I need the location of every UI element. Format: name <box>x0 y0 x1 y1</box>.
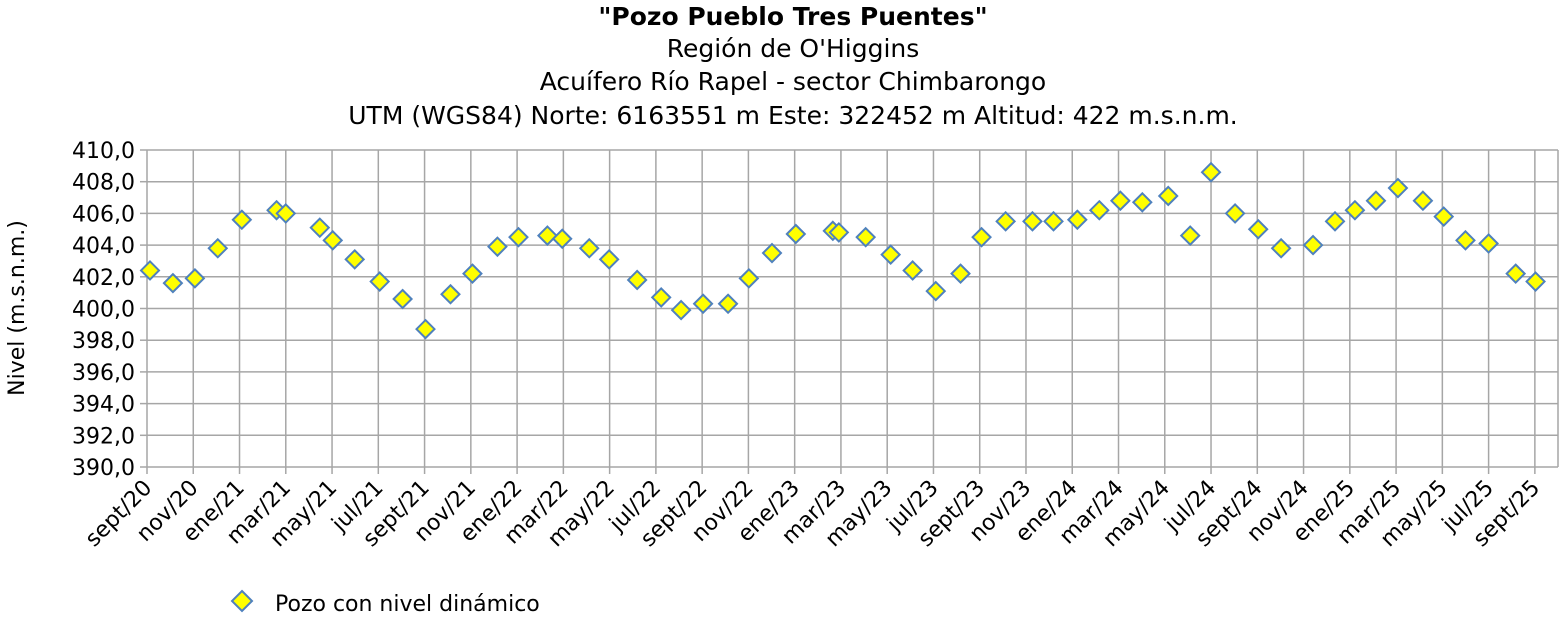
data-point <box>1088 199 1110 221</box>
y-tick-label: 404,0 <box>72 234 135 259</box>
data-point <box>1131 191 1153 213</box>
data-point <box>1344 199 1366 221</box>
data-point <box>392 288 414 310</box>
data-point <box>1302 234 1324 256</box>
data-point <box>344 248 366 270</box>
data-point <box>551 228 573 250</box>
data-point <box>275 202 297 224</box>
data-point <box>1387 177 1409 199</box>
data-point <box>670 299 692 321</box>
data-point <box>162 272 184 294</box>
data-point <box>1412 190 1434 212</box>
chart-subtitle: Acuífero Río Rapel - sector Chimbarongo <box>540 67 1046 96</box>
y-tick-label: 408,0 <box>72 171 135 196</box>
data-point <box>855 226 877 248</box>
data-point <box>508 226 529 248</box>
data-point <box>1270 237 1292 259</box>
data-point <box>902 260 924 281</box>
data-point <box>1247 218 1269 240</box>
data-point <box>950 263 971 285</box>
data-point <box>995 210 1017 232</box>
data-point <box>231 209 253 231</box>
data-point <box>1505 263 1527 285</box>
data-point <box>1224 202 1246 224</box>
chart-subtitle: UTM (WGS84) Norte: 6163551 m Este: 32245… <box>348 101 1238 130</box>
data-point <box>785 223 807 245</box>
data-point <box>971 226 992 248</box>
data-point <box>369 271 391 292</box>
data-point <box>717 293 739 315</box>
data-point <box>1179 225 1201 247</box>
y-tick-label: 410,0 <box>72 139 135 164</box>
y-tick-label: 390,0 <box>72 456 135 481</box>
data-point <box>440 283 461 305</box>
data-point <box>626 269 648 291</box>
data-point <box>322 229 344 251</box>
data-point <box>1200 161 1222 183</box>
y-tick-label: 400,0 <box>72 298 135 323</box>
data-point <box>925 280 947 302</box>
legend-marker <box>230 589 254 613</box>
data-point <box>1324 210 1346 232</box>
data-point <box>738 267 760 289</box>
y-tick-label: 402,0 <box>72 266 135 291</box>
data-point <box>578 237 600 259</box>
y-axis-label: Nivel (m.s.n.m.) <box>5 220 30 396</box>
data-point <box>650 286 672 308</box>
y-tick-label: 398,0 <box>72 329 135 354</box>
data-point <box>309 217 331 239</box>
data-point <box>880 244 902 266</box>
y-tick-label: 406,0 <box>72 202 135 227</box>
data-point <box>415 318 436 340</box>
data-point <box>692 293 714 315</box>
chart-title: "Pozo Pueblo Tres Puentes" <box>598 2 987 31</box>
y-tick-label: 394,0 <box>72 393 135 418</box>
chart-subtitle: Región de O'Higgins <box>667 34 920 63</box>
y-tick-label: 392,0 <box>72 424 135 449</box>
data-point <box>207 237 229 259</box>
data-point <box>1433 206 1455 227</box>
data-point <box>1022 210 1043 232</box>
data-point <box>828 222 850 243</box>
data-point <box>598 248 620 270</box>
data-point <box>1043 210 1064 232</box>
data-point <box>139 260 161 281</box>
data-point <box>1525 271 1546 292</box>
data-point <box>536 225 558 247</box>
data-point <box>462 263 483 285</box>
data-point <box>1157 185 1179 207</box>
y-tick-label: 396,0 <box>72 361 135 386</box>
legend-label: Pozo con nivel dinámico <box>275 592 540 616</box>
data-point <box>1109 190 1131 212</box>
data-point <box>1478 233 1500 254</box>
data-point <box>761 242 783 264</box>
data-point <box>487 236 508 258</box>
data-point <box>1455 229 1476 251</box>
data-point <box>184 267 206 289</box>
data-point <box>1365 190 1387 212</box>
data-point <box>1066 209 1088 231</box>
